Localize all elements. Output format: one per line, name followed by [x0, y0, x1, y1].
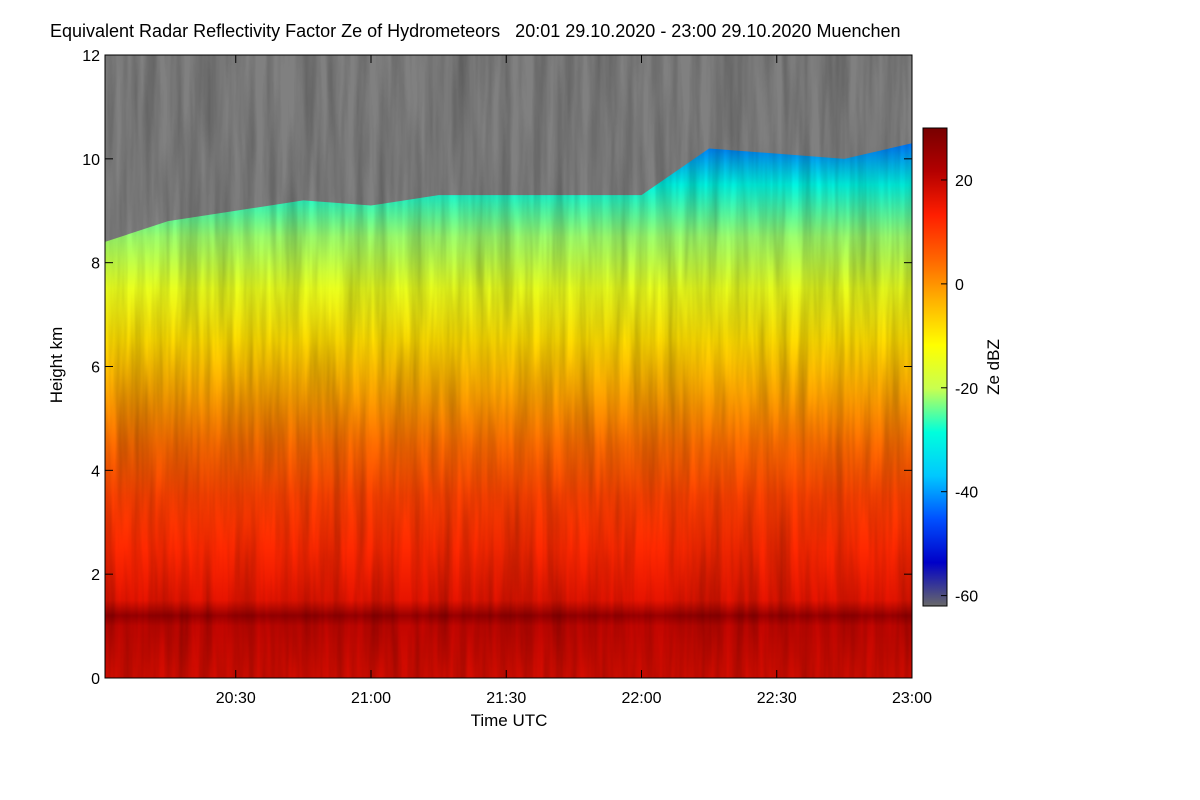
x-tick: 22:30: [757, 55, 797, 707]
colorbar-tick: -20: [941, 381, 978, 398]
plot-area: [105, 55, 912, 678]
chart-title: Equivalent Radar Reflectivity Factor Ze …: [50, 21, 901, 41]
y-tick: 10: [82, 152, 912, 169]
texture-overlay: [105, 55, 912, 678]
colorbar-tick-label: -40: [955, 485, 978, 502]
y-tick-label: 8: [91, 256, 100, 273]
colorbar-tick-label: 0: [955, 277, 964, 294]
x-tick-label: 21:30: [486, 690, 526, 707]
y-tick-label: 6: [91, 360, 100, 377]
y-tick-label: 10: [82, 152, 100, 169]
y-tick: 12: [82, 48, 912, 65]
colorbar-tick: 20: [941, 173, 973, 190]
x-tick: 22:00: [621, 55, 662, 707]
colorbar-tick: -40: [941, 485, 978, 502]
y-tick: 4: [91, 463, 912, 480]
x-tick: 23:00: [892, 55, 932, 707]
colorbar-tick: -60: [941, 589, 978, 606]
colorbar-tick-label: 20: [955, 173, 973, 190]
x-axis-label: Time UTC: [471, 711, 548, 730]
x-tick-label: 21:00: [351, 690, 391, 707]
x-tick: 21:00: [351, 55, 391, 707]
y-tick-label: 12: [82, 48, 100, 65]
y-axis-label: Height km: [47, 327, 66, 404]
x-tick-label: 22:30: [757, 690, 797, 707]
y-tick: 6: [91, 360, 912, 377]
x-axis-ticks: 20:30 21:00 21:30 22:00 22:30 23:00: [216, 55, 932, 707]
colorbar-tick-label: -20: [955, 381, 978, 398]
colorbar: [922, 127, 948, 607]
colorbar-tick: 0: [941, 277, 964, 294]
x-tick-label: 20:30: [216, 690, 256, 707]
y-tick: 8: [91, 256, 912, 273]
x-tick-label: 23:00: [892, 690, 932, 707]
y-tick: 0: [91, 671, 912, 688]
colorbar-ticks: 20 0 -20 -40 -60: [941, 173, 978, 606]
y-tick-label: 0: [91, 671, 100, 688]
colorbar-label: Ze dBZ: [984, 339, 1003, 395]
x-tick: 21:30: [486, 55, 526, 707]
y-tick-label: 4: [91, 463, 100, 480]
y-tick-label: 2: [91, 567, 100, 584]
x-tick-label: 22:00: [621, 690, 661, 707]
y-tick: 2: [91, 567, 912, 584]
y-axis-ticks: 0 2 4 6 8 10 12: [82, 48, 912, 688]
colorbar-tick-label: -60: [955, 589, 978, 606]
x-tick: 20:30: [216, 55, 256, 707]
